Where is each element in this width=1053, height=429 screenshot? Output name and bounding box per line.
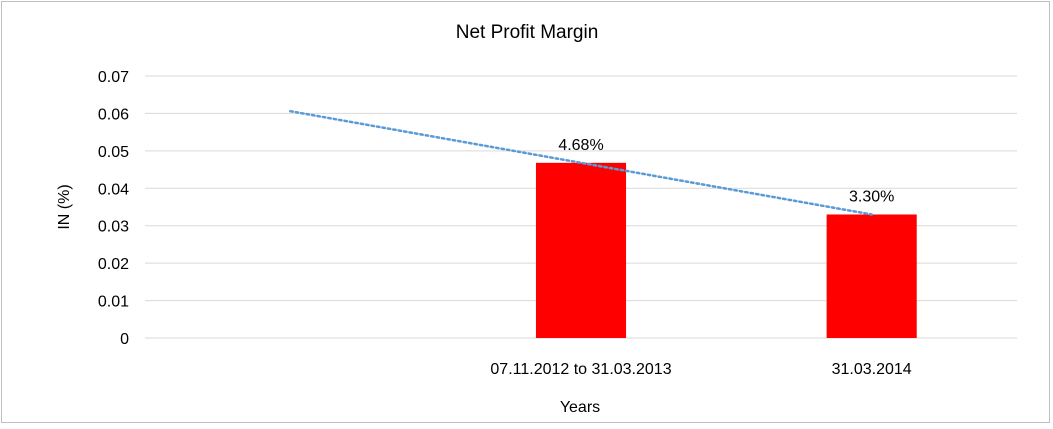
y-axis-title: IN (%) — [56, 184, 73, 229]
y-tick-label: 0.05 — [98, 144, 129, 161]
y-tick-label: 0.06 — [98, 106, 129, 123]
bars — [535, 162, 917, 338]
y-tick-labels: 0 0.01 0.02 0.03 0.04 0.05 0.06 0.07 — [98, 69, 129, 348]
y-tick-label: 0.03 — [98, 219, 129, 236]
x-axis-title: Years — [560, 399, 600, 416]
data-label: 3.30% — [849, 188, 894, 205]
y-tick-label: 0.04 — [98, 181, 129, 198]
chart-title: Net Profit Margin — [456, 22, 599, 43]
x-tick-label: 07.11.2012 to 31.03.2013 — [490, 361, 671, 378]
x-tick-label: 31.03.2014 — [832, 361, 912, 378]
data-labels: 4.68% 3.30% — [558, 137, 894, 206]
y-tick-label: 0.01 — [98, 294, 129, 311]
chart-svg: Net Profit Margin 00.010.020.030.040.050… — [56, 22, 1017, 416]
trendline-layer — [289, 109, 873, 216]
y-tick-label: 0.02 — [98, 256, 129, 273]
data-label: 4.68% — [558, 137, 603, 154]
y-tick-label: 0.07 — [98, 69, 129, 86]
x-tick-labels: 07.11.2012 to 31.03.2013 31.03.2014 — [490, 361, 911, 378]
trendline — [289, 109, 873, 216]
bar — [826, 214, 917, 338]
chart-frame: Net Profit Margin 0 0.01 0.02 0.03 0.04 0.05 0… — [1, 1, 1050, 423]
bar — [535, 162, 627, 338]
y-tick-label: 0 — [120, 331, 129, 348]
